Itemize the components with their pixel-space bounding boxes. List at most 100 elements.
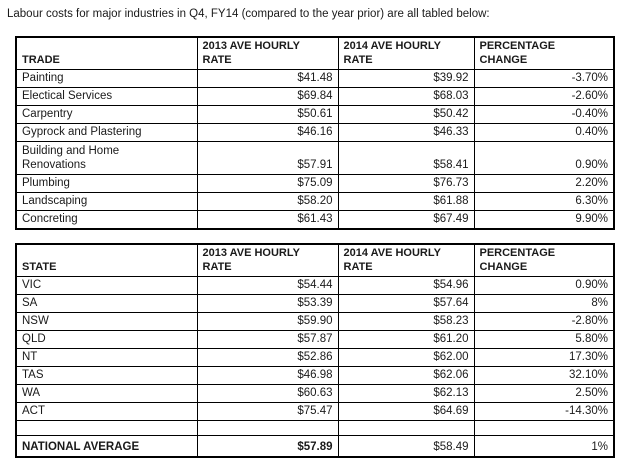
empty-row — [15, 420, 615, 436]
rate-2013-cell: $75.47 — [196, 402, 339, 421]
table-row: Gyprock and Plastering $46.16 $46.33 0.4… — [15, 123, 615, 142]
rate-2014-header-label: 2014 AVE HOURLY RATE — [343, 247, 441, 273]
rate-2014-cell: $61.88 — [337, 192, 475, 211]
percentage-change-cell: 0.40% — [473, 123, 615, 142]
table-row: NSW $59.90 $58.23 -2.80% — [15, 312, 615, 331]
rate-2013-cell: $60.63 — [196, 384, 339, 403]
percentage-change-cell: 2.50% — [473, 384, 615, 403]
rate-2013-cell: $58.20 — [196, 192, 339, 211]
empty-cell — [473, 420, 615, 436]
trade-table-header-row: TRADE 2013 AVE HOURLY RATE 2014 AVE HOUR… — [15, 36, 615, 70]
state-label-cell: VIC — [15, 276, 198, 295]
empty-cell — [196, 420, 339, 436]
trade-label-cell: Painting — [15, 69, 198, 88]
percentage-change-header-label: PERCENTAGE CHANGE — [479, 247, 556, 273]
rate-2013-cell: $69.84 — [196, 87, 339, 106]
percentage-change-header-label: PERCENTAGE CHANGE — [479, 40, 556, 66]
table-row: Painting $41.48 $39.92 -3.70% — [15, 69, 615, 88]
trade-header-cell: TRADE — [15, 36, 198, 70]
trade-label-cell: Plumbing — [15, 174, 198, 193]
rate-2013-cell: $61.43 — [196, 210, 339, 230]
trade-label-cell: Landscaping — [15, 192, 198, 211]
rate-2014-cell: $58.23 — [337, 312, 475, 331]
percentage-change-cell: -0.40% — [473, 105, 615, 124]
rate-2014-cell: $76.73 — [337, 174, 475, 193]
table-row: TAS $46.98 $62.06 32.10% — [15, 366, 615, 385]
trade-label-cell: Electical Services — [15, 87, 198, 106]
rate-2014-cell: $62.06 — [337, 366, 475, 385]
table-row: ACT $75.47 $64.69 -14.30% — [15, 402, 615, 421]
empty-cell — [15, 420, 198, 436]
national-average-row: NATIONAL AVERAGE $57.89 $58.49 1% — [15, 435, 615, 457]
rate-2014-header-cell: 2014 AVE HOURLY RATE — [337, 36, 475, 70]
rate-2013-header-cell: 2013 AVE HOURLY RATE — [196, 36, 339, 70]
percentage-change-cell: 17.30% — [473, 348, 615, 367]
percentage-change-cell: 0.90% — [473, 141, 615, 175]
state-label-cell: NT — [15, 348, 198, 367]
percentage-change-cell: -14.30% — [473, 402, 615, 421]
rate-2013-cell: $59.90 — [196, 312, 339, 331]
percentage-change-cell: 5.80% — [473, 330, 615, 349]
table-row: Plumbing $75.09 $76.73 2.20% — [15, 174, 615, 193]
rate-2013-cell: $75.09 — [196, 174, 339, 193]
rate-2014-cell: $54.96 — [337, 276, 475, 295]
national-average-label-cell: NATIONAL AVERAGE — [15, 435, 198, 457]
trade-label: Building and Home Renovations — [22, 145, 120, 171]
rate-2013-cell: $57.87 — [196, 330, 339, 349]
percentage-change-cell: 9.90% — [473, 210, 615, 230]
rate-2013-header-label: 2013 AVE HOURLY RATE — [202, 40, 300, 66]
rate-2014-cell: $68.03 — [337, 87, 475, 106]
rate-2013-cell: $41.48 — [196, 69, 339, 88]
state-header-cell: STATE — [15, 243, 198, 277]
percentage-change-header-cell: PERCENTAGE CHANGE — [473, 243, 615, 277]
state-label-cell: WA — [15, 384, 198, 403]
table-row: Carpentry $50.61 $50.42 -0.40% — [15, 105, 615, 124]
rate-2013-cell: $46.16 — [196, 123, 339, 142]
table-row: Building and Home Renovations $57.91 $58… — [15, 141, 615, 175]
percentage-change-cell: 0.90% — [473, 276, 615, 295]
percentage-change-cell: 8% — [473, 294, 615, 313]
page-title: Labour costs for major industries in Q4,… — [7, 8, 490, 20]
table-row: Concreting $61.43 $67.49 9.90% — [15, 210, 615, 230]
rate-2014-header-cell: 2014 AVE HOURLY RATE — [337, 243, 475, 277]
rate-2014-cell: $62.00 — [337, 348, 475, 367]
percentage-change-cell: 6.30% — [473, 192, 615, 211]
rate-2013-cell: $53.39 — [196, 294, 339, 313]
trade-label-cell: Building and Home Renovations — [15, 141, 198, 175]
percentage-change-cell: 1% — [473, 435, 615, 457]
state-table: STATE 2013 AVE HOURLY RATE 2014 AVE HOUR… — [15, 243, 615, 458]
rate-2014-cell: $46.33 — [337, 123, 475, 142]
state-label-cell: QLD — [15, 330, 198, 349]
rate-2013-header-cell: 2013 AVE HOURLY RATE — [196, 243, 339, 277]
table-row: QLD $57.87 $61.20 5.80% — [15, 330, 615, 349]
state-label-cell: ACT — [15, 402, 198, 421]
rate-2013-header-label: 2013 AVE HOURLY RATE — [202, 247, 300, 273]
rate-2013-cell: $50.61 — [196, 105, 339, 124]
state-label-cell: NSW — [15, 312, 198, 331]
rate-2014-header-label: 2014 AVE HOURLY RATE — [343, 40, 441, 66]
table-row: Landscaping $58.20 $61.88 6.30% — [15, 192, 615, 211]
percentage-change-header-cell: PERCENTAGE CHANGE — [473, 36, 615, 70]
percentage-change-cell: -2.60% — [473, 87, 615, 106]
state-label-cell: SA — [15, 294, 198, 313]
table-row: WA $60.63 $62.13 2.50% — [15, 384, 615, 403]
table-row: Electical Services $69.84 $68.03 -2.60% — [15, 87, 615, 106]
rate-2014-cell: $58.41 — [337, 141, 475, 175]
trade-label-cell: Carpentry — [15, 105, 198, 124]
percentage-change-cell: 2.20% — [473, 174, 615, 193]
rate-2014-cell: $50.42 — [337, 105, 475, 124]
trade-label-cell: Gyprock and Plastering — [15, 123, 198, 142]
percentage-change-cell: 32.10% — [473, 366, 615, 385]
rate-2013-cell: $46.98 — [196, 366, 339, 385]
table-row: SA $53.39 $57.64 8% — [15, 294, 615, 313]
state-table-header-row: STATE 2013 AVE HOURLY RATE 2014 AVE HOUR… — [15, 243, 615, 277]
table-row: NT $52.86 $62.00 17.30% — [15, 348, 615, 367]
rate-2014-cell: $58.49 — [337, 435, 475, 457]
empty-cell — [337, 420, 475, 436]
state-label-cell: TAS — [15, 366, 198, 385]
rate-2013-cell: $54.44 — [196, 276, 339, 295]
rate-2013-cell: $57.89 — [196, 435, 339, 457]
rate-2014-cell: $57.64 — [337, 294, 475, 313]
table-row: VIC $54.44 $54.96 0.90% — [15, 276, 615, 295]
